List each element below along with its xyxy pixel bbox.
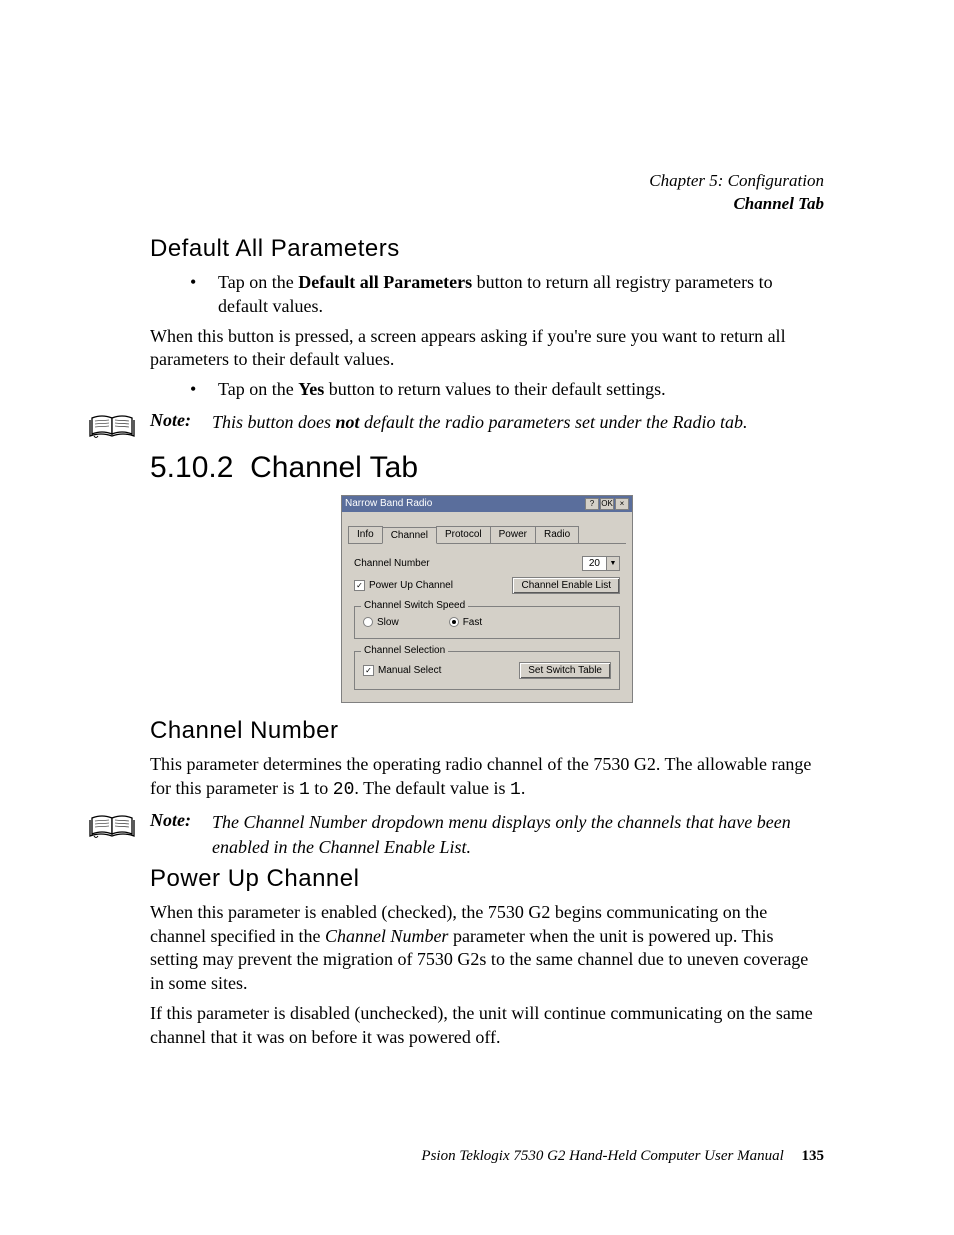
note-text: This button does not default the radio p… — [212, 410, 824, 434]
bullet-item: • Tap on the Default all Parameters butt… — [190, 271, 824, 319]
checkbox-icon: ✓ — [354, 580, 365, 591]
paragraph: If this parameter is disabled (unchecked… — [150, 1002, 824, 1050]
dialog-title: Narrow Band Radio — [345, 498, 432, 509]
power-up-label: Power Up Channel — [369, 580, 453, 591]
group-title: Channel Selection — [361, 645, 448, 656]
radio-icon — [363, 617, 373, 627]
close-button[interactable]: × — [615, 498, 629, 510]
book-icon — [88, 810, 150, 845]
tab-protocol[interactable]: Protocol — [436, 526, 491, 543]
channel-number-label: Channel Number — [354, 558, 430, 569]
set-switch-table-button[interactable]: Set Switch Table — [519, 662, 611, 679]
note-label: Note: — [150, 410, 212, 431]
heading-channel-tab: 5.10.2 Channel Tab — [150, 451, 824, 485]
tab-channel[interactable]: Channel — [382, 527, 437, 544]
bullet-marker: • — [190, 378, 218, 402]
dialog-titlebar: Narrow Band Radio ? OK × — [342, 496, 632, 512]
manual-select-checkbox[interactable]: ✓ Manual Select — [363, 665, 441, 676]
group-channel-selection: Channel Selection ✓ Manual Select Set Sw… — [354, 651, 620, 690]
bullet-text: Tap on the Default all Parameters button… — [218, 271, 824, 319]
section-label: Channel Tab — [649, 193, 824, 216]
heading-channel-number: Channel Number — [150, 717, 824, 745]
help-button[interactable]: ? — [585, 498, 599, 510]
page-header: Chapter 5: Configuration Channel Tab — [649, 170, 824, 216]
chapter-label: Chapter 5: Configuration — [649, 170, 824, 193]
tab-strip: Info Channel Protocol Power Radio — [348, 526, 626, 544]
channel-enable-list-button[interactable]: Channel Enable List — [512, 577, 620, 594]
note-label: Note: — [150, 810, 212, 831]
footer-text: Psion Teklogix 7530 G2 Hand-Held Compute… — [421, 1148, 783, 1164]
bullet-text: Tap on the Yes button to return values t… — [218, 378, 666, 402]
paragraph: When this button is pressed, a screen ap… — [150, 325, 824, 373]
ok-button[interactable]: OK — [600, 498, 614, 510]
page-footer: Psion Teklogix 7530 G2 Hand-Held Compute… — [421, 1148, 824, 1165]
note-block: Note: The Channel Number dropdown menu d… — [150, 810, 824, 859]
checkbox-icon: ✓ — [363, 665, 374, 676]
chevron-down-icon: ▼ — [606, 557, 619, 570]
note-block: Note: This button does not default the r… — [150, 410, 824, 445]
manual-select-label: Manual Select — [378, 665, 441, 676]
bullet-marker: • — [190, 271, 218, 319]
radio-icon — [449, 617, 459, 627]
tab-power[interactable]: Power — [490, 526, 536, 543]
radio-slow[interactable]: Slow — [363, 617, 399, 628]
dialog-narrow-band-radio: Narrow Band Radio ? OK × Info Channel Pr… — [341, 495, 633, 703]
channel-number-dropdown[interactable]: 20 ▼ — [582, 556, 620, 571]
power-up-channel-checkbox[interactable]: ✓ Power Up Channel — [354, 580, 453, 591]
bullet-item: • Tap on the Yes button to return values… — [190, 378, 824, 402]
tab-info[interactable]: Info — [348, 526, 383, 543]
group-title: Channel Switch Speed — [361, 600, 468, 611]
heading-default-all-parameters: Default All Parameters — [150, 235, 824, 263]
heading-power-up-channel: Power Up Channel — [150, 865, 824, 893]
tab-radio[interactable]: Radio — [535, 526, 579, 543]
note-text: The Channel Number dropdown menu display… — [212, 810, 824, 859]
radio-fast[interactable]: Fast — [449, 617, 482, 628]
group-channel-switch-speed: Channel Switch Speed Slow Fast — [354, 606, 620, 639]
paragraph: When this parameter is enabled (checked)… — [150, 901, 824, 996]
channel-number-value: 20 — [583, 558, 606, 569]
book-icon — [88, 410, 150, 445]
page-number: 135 — [802, 1148, 825, 1164]
paragraph: This parameter determines the operating … — [150, 753, 824, 803]
